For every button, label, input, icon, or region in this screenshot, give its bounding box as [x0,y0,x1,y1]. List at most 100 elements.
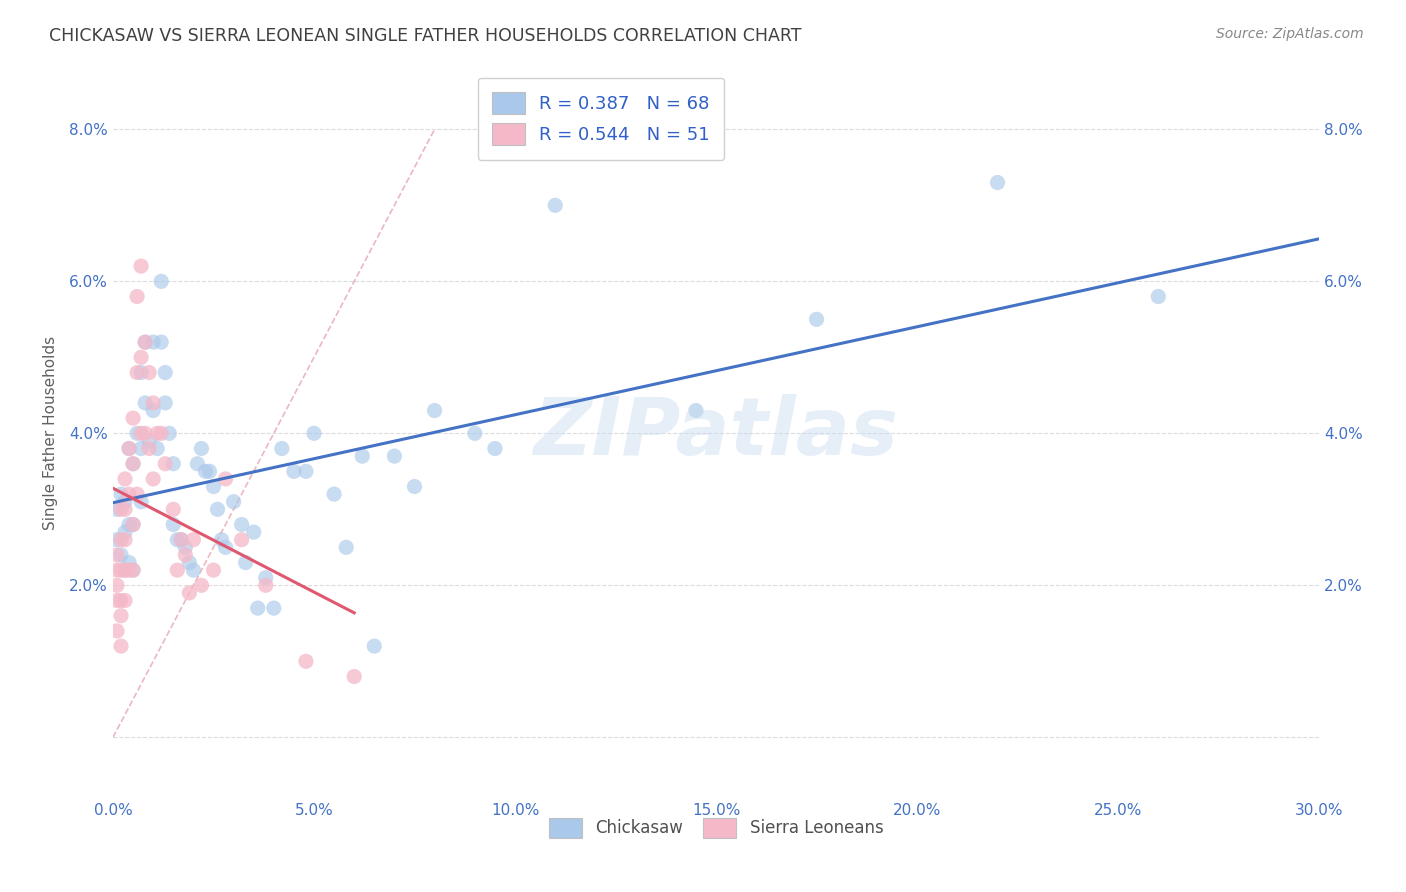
Point [114,563,136,577]
Point [246,601,269,615]
Point [214,541,236,555]
Point [170,533,193,547]
Point [202,563,225,577]
Point [129,494,152,508]
Point [114,502,136,516]
Point [114,593,136,607]
Point [114,533,136,547]
Point [211,533,233,547]
Point [302,426,325,441]
Point [404,479,426,493]
Point [179,586,201,600]
Text: CHICKASAW VS SIERRA LEONEAN SINGLE FATHER HOUSEHOLDS CORRELATION CHART: CHICKASAW VS SIERRA LEONEAN SINGLE FATHE… [49,27,801,45]
Point [110,533,132,547]
Point [129,442,152,456]
Point [222,494,245,508]
Point [1147,289,1170,303]
Point [174,541,197,555]
Point [118,563,141,577]
Point [484,442,506,456]
Point [134,335,156,350]
Point [254,571,277,585]
Point [134,335,156,350]
Point [118,517,141,532]
Point [231,517,253,532]
Point [231,533,253,547]
Point [150,426,173,441]
Point [423,403,446,417]
Point [122,457,145,471]
Point [122,411,145,425]
Point [335,541,357,555]
Point [127,487,149,501]
Point [114,525,136,540]
Point [242,525,264,540]
Point [114,563,136,577]
Point [129,259,152,273]
Point [118,442,141,456]
Point [110,593,132,607]
Point [183,563,205,577]
Point [214,472,236,486]
Point [202,479,225,493]
Text: ZIPatlas: ZIPatlas [533,394,898,473]
Point [146,442,169,456]
Point [105,563,128,577]
Point [190,442,212,456]
Point [110,548,132,562]
Point [105,502,128,516]
Point [105,548,128,562]
Point [544,198,567,212]
Point [122,563,145,577]
Point [122,563,145,577]
Point [122,457,145,471]
Point [162,517,184,532]
Point [105,593,128,607]
Point [110,563,132,577]
Point [283,464,305,478]
Point [183,533,205,547]
Point [190,578,212,592]
Point [150,335,173,350]
Y-axis label: Single Father Households: Single Father Households [44,336,58,531]
Point [263,601,285,615]
Point [806,312,828,326]
Point [155,396,177,410]
Point [986,176,1008,190]
Point [194,464,217,478]
Point [384,449,406,463]
Point [352,449,374,463]
Point [198,464,221,478]
Point [166,563,188,577]
Point [129,351,152,365]
Point [118,442,141,456]
Point [295,464,318,478]
Point [150,274,173,288]
Point [114,494,136,508]
Point [127,289,149,303]
Point [127,366,149,380]
Point [295,654,318,668]
Point [174,548,197,562]
Point [110,502,132,516]
Point [142,335,165,350]
Legend: Chickasaw, Sierra Leoneans: Chickasaw, Sierra Leoneans [541,811,890,845]
Point [118,556,141,570]
Point [127,426,149,441]
Point [155,457,177,471]
Point [122,517,145,532]
Point [685,403,707,417]
Point [110,639,132,653]
Point [142,403,165,417]
Point [254,578,277,592]
Point [105,533,128,547]
Point [146,426,169,441]
Point [155,366,177,380]
Point [363,639,385,653]
Point [110,487,132,501]
Point [464,426,486,441]
Point [138,434,160,448]
Point [235,556,257,570]
Point [114,472,136,486]
Point [162,502,184,516]
